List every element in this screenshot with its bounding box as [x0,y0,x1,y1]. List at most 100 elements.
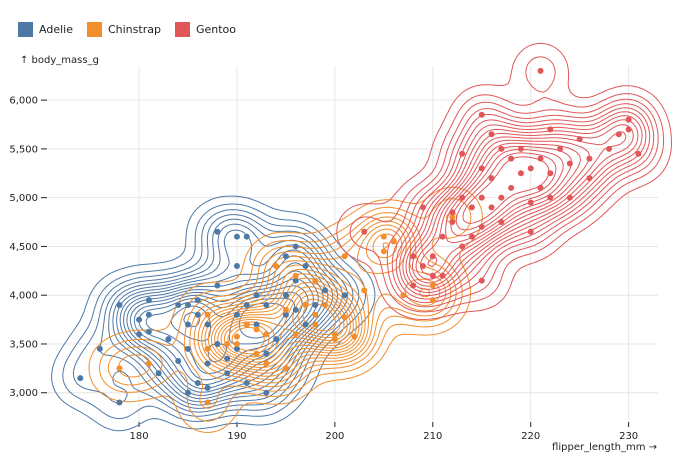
point-gentoo [566,160,573,167]
point-adelie [243,233,250,240]
point-gentoo [547,170,554,177]
point-gentoo [547,126,554,133]
y-tick-label: 5,500 [9,144,38,155]
x-tick-label: 220 [521,431,540,442]
point-gentoo [459,243,466,250]
point-adelie [116,301,123,308]
point-adelie [263,389,270,396]
point-chinstrap [116,365,123,372]
point-gentoo [625,126,632,133]
point-adelie [175,358,182,365]
density-contour-gentoo [405,119,639,290]
point-chinstrap [263,331,270,338]
point-chinstrap [341,253,348,260]
point-gentoo [439,272,446,279]
point-gentoo [488,204,495,211]
point-adelie [253,292,260,299]
y-tick-label: 4,500 [9,242,38,253]
point-adelie [96,345,103,352]
point-gentoo [420,204,426,211]
point-adelie [233,233,240,240]
point-adelie [145,297,152,304]
density-contour-gentoo [349,56,665,313]
y-tick-label: 3,500 [9,339,38,350]
density-contour-chinstrap [214,282,354,366]
density-contour-gentoo [420,142,581,276]
point-adelie [165,336,172,343]
point-gentoo [478,111,485,118]
point-chinstrap [341,314,348,321]
point-gentoo [576,136,583,143]
point-adelie [302,262,309,269]
point-adelie [341,292,348,299]
point-gentoo [635,150,642,157]
point-gentoo [449,219,456,226]
point-adelie [204,384,211,391]
legend-item-chinstrap: Chinstrap [86,22,161,37]
x-axis-label: flipper_length_mm → [552,442,657,453]
density-contour-gentoo [462,156,550,224]
point-chinstrap [312,321,319,328]
point-adelie [273,336,280,343]
density-contour-gentoo [408,124,634,287]
density-contour-chinstrap [217,286,351,363]
point-adelie [214,228,221,235]
point-adelie [263,350,270,357]
point-adelie [185,389,191,396]
point-gentoo [537,67,544,74]
point-gentoo [420,262,426,269]
point-adelie [204,360,211,367]
density-contour-chinstrap [207,242,389,371]
point-adelie [77,375,84,382]
x-tick-label: 230 [619,431,638,442]
point-adelie [282,292,289,299]
point-chinstrap [145,360,152,367]
point-chinstrap [449,214,456,221]
density-contour-gentoo [402,115,643,293]
density-contour-chinstrap [231,303,337,352]
point-chinstrap [253,326,260,333]
point-adelie [145,328,152,335]
point-chinstrap [380,233,387,240]
point-chinstrap [253,350,260,357]
point-gentoo [498,145,505,152]
legend-item-adelie: Adelie [18,22,73,37]
point-gentoo [527,228,534,235]
point-chinstrap [292,331,299,338]
density-contour-chinstrap [220,290,348,360]
point-gentoo [615,131,622,138]
point-gentoo [478,277,485,284]
point-adelie [224,370,231,377]
point-chinstrap [351,333,358,340]
y-tick-label: 3,000 [9,388,38,399]
point-adelie [253,321,260,328]
point-adelie [185,321,191,328]
point-adelie [233,262,240,269]
point-chinstrap [204,399,211,406]
point-adelie [155,370,162,377]
legend-swatch [18,22,33,37]
legend-label: Gentoo [195,23,236,36]
point-gentoo [410,282,417,289]
density-contour-gentoo [386,98,659,308]
point-adelie [116,399,123,406]
point-gentoo [606,145,613,152]
point-gentoo [468,233,475,240]
point-chinstrap [233,333,240,340]
point-chinstrap [224,340,231,347]
density-contour-chinstrap [201,228,431,377]
point-adelie [292,277,299,284]
point-gentoo [468,204,475,211]
density-contour-adelie [72,209,360,417]
legend-label: Adelie [39,23,73,36]
density-contour-adelie [133,278,314,386]
point-chinstrap [390,238,397,245]
legend-swatch [174,22,190,37]
y-tick-label: 4,000 [9,291,38,302]
density-contour-gentoo [391,103,655,304]
density-contour-gentoo [415,139,590,280]
point-chinstrap [204,345,211,352]
point-chinstrap [312,277,319,284]
legend-item-gentoo: Gentoo [174,22,236,37]
